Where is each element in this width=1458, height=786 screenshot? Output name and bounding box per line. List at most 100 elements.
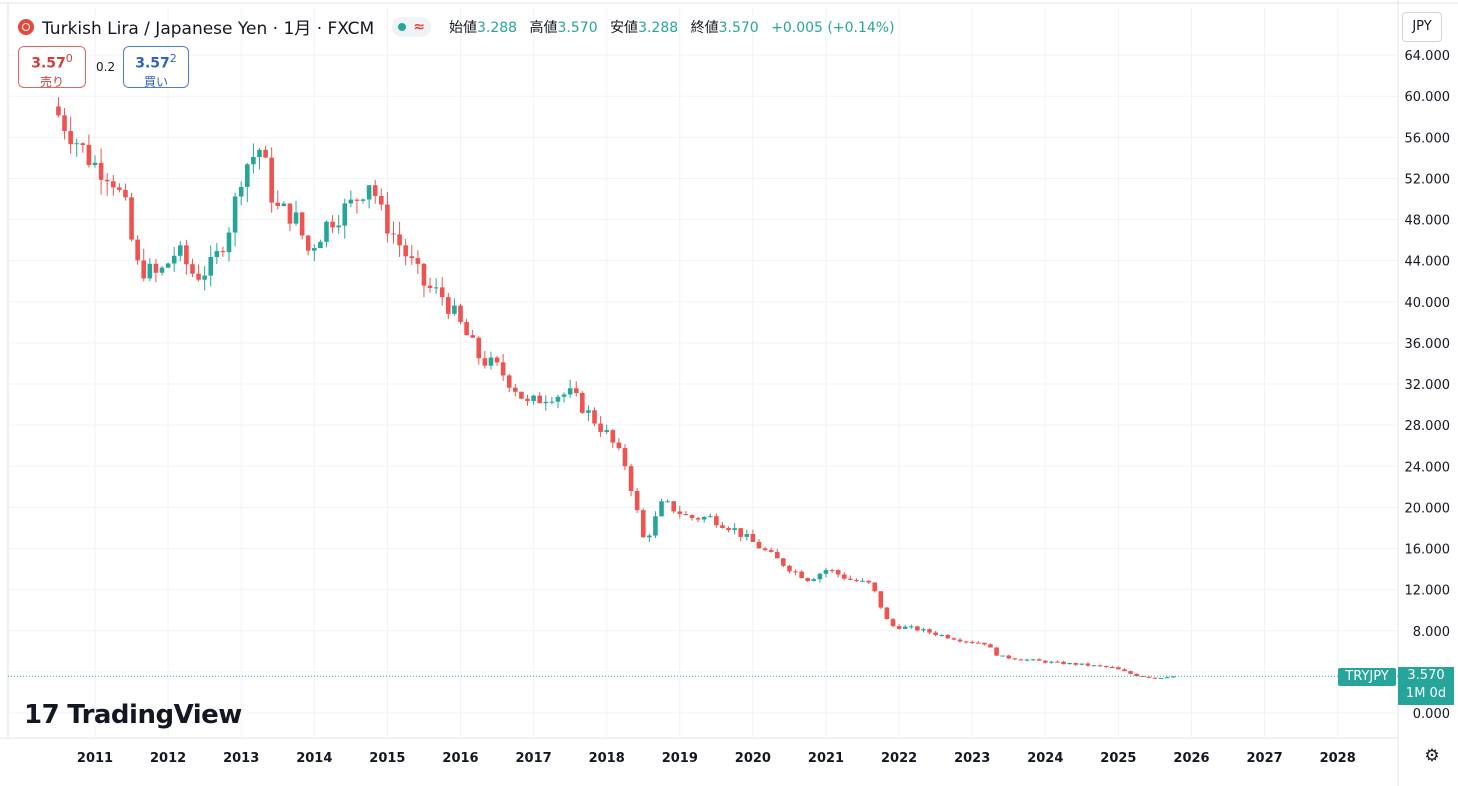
candle-body	[768, 550, 774, 552]
candle-body	[226, 232, 232, 253]
buy-button[interactable]: 3.572 買い	[123, 46, 189, 89]
x-tick-label: 2013	[223, 751, 259, 766]
candle-body	[68, 131, 73, 145]
candle-body	[750, 534, 756, 542]
candle-body	[1164, 677, 1170, 679]
wave-icon: ≈	[413, 18, 425, 35]
candle-body	[117, 187, 122, 190]
x-tick-label: 2017	[516, 751, 552, 766]
gear-icon[interactable]: ⚙	[1424, 746, 1440, 766]
candle-body	[738, 528, 744, 537]
x-tick-label: 2025	[1100, 751, 1136, 766]
candle-body	[513, 387, 518, 392]
candle-body	[726, 528, 731, 531]
candle-body	[190, 264, 195, 274]
candle-body	[683, 514, 689, 516]
candle-body	[80, 143, 86, 145]
sell-button[interactable]: 3.570 売り	[18, 46, 86, 89]
x-tick-label: 2020	[735, 751, 771, 766]
candle-body	[202, 275, 207, 280]
candle-body	[506, 375, 512, 388]
candle-body	[98, 162, 104, 180]
candle-body	[1122, 669, 1127, 672]
candle-body	[555, 396, 561, 402]
x-tick-label: 2021	[808, 751, 844, 766]
candle-body	[293, 212, 299, 224]
candle-body	[628, 466, 634, 492]
candle-body	[695, 518, 701, 520]
candle-body	[665, 501, 670, 503]
candle-body	[330, 221, 335, 228]
candle-body	[878, 591, 884, 608]
candle-body	[110, 181, 116, 188]
candle-body	[823, 570, 829, 574]
buy-label: 買い	[143, 74, 168, 89]
candle-body	[537, 395, 542, 404]
candle-body	[348, 199, 354, 204]
candle-body	[659, 501, 664, 517]
x-tick-label: 2023	[954, 751, 990, 766]
candle-body	[549, 401, 555, 403]
y-tick-label: 56.000	[1405, 131, 1451, 146]
currency-selector[interactable]: JPY	[1402, 12, 1442, 42]
candle-body	[586, 410, 591, 413]
candle-body	[86, 144, 92, 166]
candle-body	[677, 511, 683, 515]
y-tick-label: 24.000	[1405, 460, 1451, 475]
candle-body	[1110, 666, 1115, 668]
candle-body	[421, 263, 427, 286]
candle-body	[220, 251, 226, 253]
candle-body	[927, 629, 932, 633]
low-value: 3.288	[638, 19, 679, 36]
symbol-title[interactable]: Turkish Lira / Japanese Yen · 1月 · FXCM	[42, 19, 375, 39]
y-tick-label: 60.000	[1405, 90, 1451, 105]
candle-body	[446, 297, 451, 314]
candle-body	[908, 626, 914, 628]
candle-body	[287, 203, 293, 224]
candle-body	[762, 548, 768, 551]
buy-price: 3.57	[135, 55, 170, 72]
candle-body	[647, 535, 652, 538]
candle-body	[232, 196, 238, 233]
x-tick-label: 2018	[589, 751, 625, 766]
candle-body	[573, 388, 579, 393]
candle-body	[963, 641, 969, 643]
candle-body	[360, 199, 366, 201]
candle-body	[653, 516, 658, 536]
candle-body	[324, 221, 329, 242]
candle-body	[500, 362, 506, 376]
y-tick-label: 52.000	[1405, 172, 1451, 187]
candle-body	[975, 642, 981, 644]
candle-body	[982, 642, 987, 645]
candle-body	[476, 337, 482, 359]
close-label: 終値	[690, 19, 719, 36]
market-status-badge[interactable]: ≈	[392, 16, 431, 37]
candle-body	[860, 580, 865, 582]
last-price-label: 3.570 1M 0d	[1398, 667, 1454, 705]
x-tick-label: 2014	[296, 751, 332, 766]
candle-body	[1000, 655, 1005, 657]
candle-body	[251, 157, 256, 165]
candle-body	[141, 260, 147, 279]
candle-body	[123, 189, 128, 198]
candle-body	[604, 430, 609, 432]
y-tick-label: 36.000	[1405, 337, 1451, 352]
candle-body	[92, 162, 98, 166]
candle-body	[793, 571, 798, 573]
candle-body	[184, 245, 189, 265]
candle-body	[811, 579, 817, 582]
candle-body	[1055, 661, 1060, 663]
candle-body	[153, 263, 159, 273]
candle-body	[866, 580, 871, 583]
candle-body	[135, 239, 140, 261]
candle-body	[1103, 666, 1109, 668]
candle-body	[598, 423, 603, 432]
candle-body	[1152, 677, 1158, 679]
tradingview-watermark: 𝟭𝟳 TradingView	[24, 700, 242, 730]
y-tick-label: 48.000	[1405, 214, 1451, 229]
candle-body	[841, 574, 847, 579]
candle-body	[756, 541, 762, 549]
candle-body	[671, 501, 677, 512]
candle-body	[1097, 665, 1103, 667]
